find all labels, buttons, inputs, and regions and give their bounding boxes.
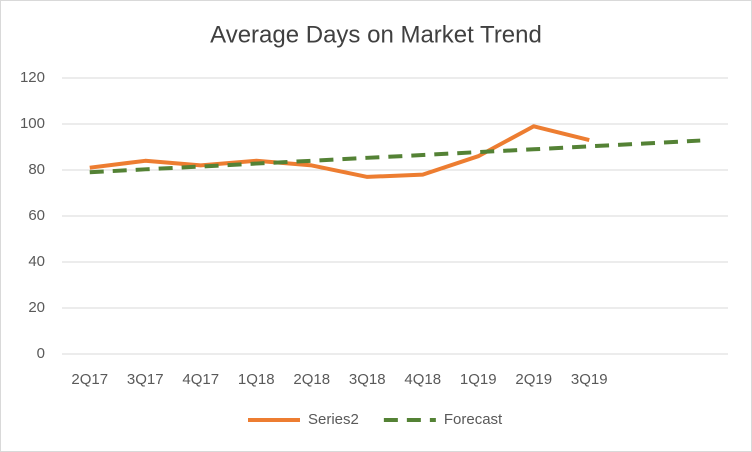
x-tick-label: 1Q19	[460, 371, 497, 388]
x-tick-label: 1Q18	[238, 371, 275, 388]
x-tick-label: 4Q17	[182, 371, 219, 388]
y-tick-label: 60	[28, 207, 45, 224]
y-tick-label: 120	[20, 69, 45, 86]
x-tick-label: 2Q19	[515, 371, 552, 388]
x-tick-label: 3Q19	[571, 371, 608, 388]
y-tick-label: 40	[28, 253, 45, 270]
line-series	[89, 124, 590, 179]
x-tick-label: 4Q18	[404, 371, 441, 388]
chart-title: Average Days on Market Trend	[210, 21, 542, 48]
x-tick-label: 2Q17	[71, 371, 108, 388]
y-tick-label: 80	[28, 161, 45, 178]
line-series	[89, 138, 701, 175]
x-tick-label: 3Q18	[349, 371, 386, 388]
legend-label: Series2	[308, 411, 359, 428]
x-tick-label: 2Q18	[293, 371, 330, 388]
x-tick-label: 3Q17	[127, 371, 164, 388]
y-tick-label: 0	[37, 345, 45, 362]
legend-label: Forecast	[444, 411, 503, 428]
y-tick-label: 20	[28, 299, 45, 316]
y-tick-label: 100	[20, 115, 45, 132]
